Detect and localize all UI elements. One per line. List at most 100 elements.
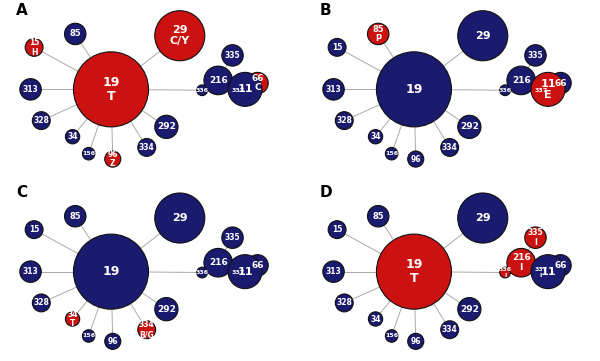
Text: 29: 29 — [475, 213, 491, 223]
Circle shape — [155, 297, 178, 321]
Text: 216: 216 — [209, 258, 227, 267]
Circle shape — [65, 23, 86, 45]
Text: 29: 29 — [475, 31, 491, 41]
Circle shape — [385, 330, 398, 342]
Text: 313: 313 — [326, 85, 341, 94]
Circle shape — [25, 38, 43, 56]
Text: 292: 292 — [157, 305, 176, 314]
Text: 85: 85 — [373, 212, 384, 221]
Circle shape — [376, 52, 451, 127]
Circle shape — [535, 266, 547, 279]
Circle shape — [204, 66, 233, 95]
Circle shape — [204, 248, 233, 277]
Circle shape — [82, 330, 95, 342]
Text: 334
B/G: 334 B/G — [139, 320, 155, 339]
Circle shape — [197, 267, 208, 278]
Text: 85: 85 — [70, 212, 81, 221]
Text: 336
I: 336 I — [499, 268, 512, 278]
Text: 334: 334 — [139, 143, 155, 152]
Text: C: C — [16, 185, 28, 200]
Text: 96: 96 — [410, 337, 421, 346]
Text: 29: 29 — [172, 213, 188, 223]
Text: 313: 313 — [23, 85, 38, 94]
Circle shape — [222, 227, 243, 248]
Circle shape — [82, 147, 95, 160]
Text: 19: 19 — [405, 83, 422, 96]
Text: 216: 216 — [209, 76, 227, 85]
Circle shape — [367, 23, 389, 45]
Text: 19: 19 — [102, 265, 119, 278]
Text: A: A — [16, 3, 28, 18]
Circle shape — [441, 139, 458, 156]
Text: 313: 313 — [326, 267, 341, 276]
Text: 11: 11 — [237, 84, 253, 94]
Circle shape — [550, 255, 571, 276]
Text: 156: 156 — [82, 334, 95, 339]
Text: 337: 337 — [232, 88, 244, 93]
Text: 328: 328 — [337, 116, 352, 125]
Text: 328: 328 — [34, 116, 49, 125]
Circle shape — [20, 261, 41, 282]
Circle shape — [197, 85, 208, 96]
Text: 66: 66 — [554, 261, 567, 270]
Text: 328: 328 — [34, 299, 49, 308]
Circle shape — [525, 45, 546, 66]
Circle shape — [232, 84, 244, 96]
Text: 335
I: 335 I — [527, 229, 543, 247]
Text: 334: 334 — [442, 325, 458, 334]
Circle shape — [25, 221, 43, 239]
Circle shape — [138, 321, 155, 339]
Text: 15
H: 15 H — [29, 38, 40, 57]
Text: 96: 96 — [410, 155, 421, 164]
Circle shape — [65, 130, 80, 144]
Text: 156: 156 — [385, 151, 398, 156]
Circle shape — [500, 267, 511, 278]
Text: 15: 15 — [332, 225, 342, 234]
Circle shape — [32, 294, 50, 312]
Text: 337: 337 — [232, 270, 244, 275]
Text: 34: 34 — [370, 314, 381, 323]
Text: 216: 216 — [512, 76, 530, 85]
Circle shape — [105, 333, 121, 349]
Text: 335: 335 — [527, 51, 543, 60]
Text: 19
T: 19 T — [405, 258, 422, 285]
Circle shape — [228, 255, 262, 289]
Circle shape — [73, 234, 149, 309]
Circle shape — [408, 151, 424, 167]
Circle shape — [367, 205, 389, 227]
Text: 34
T: 34 T — [67, 310, 78, 329]
Circle shape — [20, 79, 41, 100]
Text: 336: 336 — [196, 88, 209, 93]
Circle shape — [155, 11, 205, 61]
Circle shape — [376, 234, 451, 309]
Circle shape — [32, 112, 50, 130]
Text: 85: 85 — [70, 30, 81, 39]
Circle shape — [458, 115, 481, 139]
Circle shape — [247, 255, 268, 276]
Text: 337: 337 — [534, 88, 547, 93]
Circle shape — [525, 227, 546, 248]
Text: 15: 15 — [29, 225, 40, 234]
Text: 34: 34 — [370, 132, 381, 141]
Circle shape — [441, 321, 458, 339]
Text: 85
P: 85 P — [373, 25, 384, 43]
Circle shape — [368, 130, 383, 144]
Circle shape — [458, 193, 508, 243]
Text: 336: 336 — [499, 88, 512, 93]
Text: 34: 34 — [67, 132, 78, 141]
Circle shape — [535, 84, 547, 96]
Circle shape — [328, 221, 346, 239]
Text: 335: 335 — [224, 233, 241, 242]
Circle shape — [458, 297, 481, 321]
Circle shape — [232, 266, 244, 279]
Text: 66: 66 — [554, 79, 567, 88]
Circle shape — [550, 72, 571, 94]
Circle shape — [228, 72, 262, 106]
Circle shape — [65, 312, 80, 326]
Text: 11
E: 11 E — [540, 79, 556, 100]
Circle shape — [500, 85, 511, 96]
Circle shape — [247, 72, 268, 94]
Text: 15: 15 — [332, 43, 342, 52]
Circle shape — [335, 112, 353, 130]
Circle shape — [155, 115, 178, 139]
